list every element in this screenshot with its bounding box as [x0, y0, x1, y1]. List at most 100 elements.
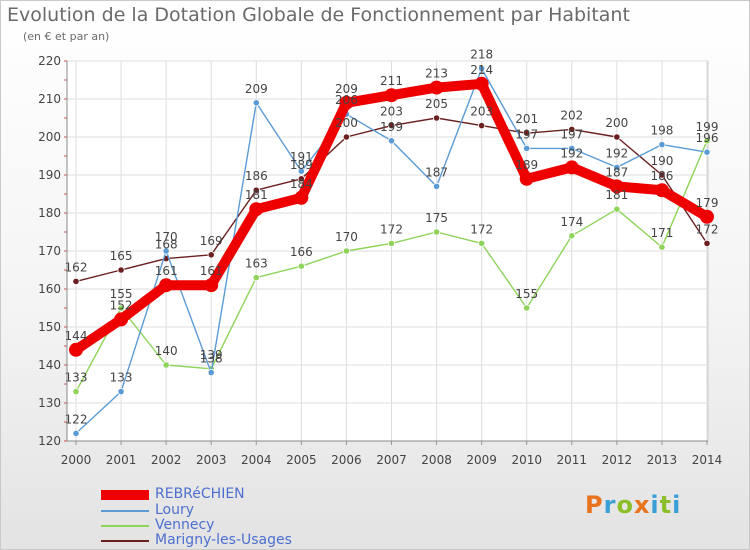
data-label: 170: [155, 230, 178, 244]
data-label: 122: [65, 412, 88, 426]
data-point: [700, 209, 714, 224]
data-point: [252, 273, 260, 282]
y-tick-label: 150: [38, 320, 61, 334]
y-tick-label: 190: [38, 168, 61, 182]
data-label: 206: [335, 93, 358, 107]
data-label: 144: [65, 329, 88, 343]
data-point: [252, 99, 260, 107]
data-point: [117, 387, 125, 396]
data-point: [207, 251, 215, 259]
data-label: 174: [560, 215, 583, 229]
data-label: 163: [245, 257, 268, 271]
data-label: 214: [470, 63, 493, 77]
data-label: 199: [380, 120, 403, 134]
x-tick-label: 2007: [376, 453, 407, 467]
data-label: 168: [155, 238, 178, 252]
data-point: [249, 202, 264, 217]
data-point: [703, 148, 711, 156]
data-point: [519, 171, 534, 186]
data-point: [72, 429, 80, 437]
data-label: 161: [155, 264, 178, 278]
data-label: 200: [605, 116, 628, 130]
data-point: [474, 76, 489, 91]
data-label: 175: [425, 211, 448, 225]
data-point: [162, 361, 170, 369]
data-label: 187: [605, 165, 628, 179]
data-point: [72, 387, 80, 396]
x-tick-label: 2010: [511, 453, 542, 467]
data-point: [114, 312, 129, 327]
data-point: [613, 163, 621, 171]
data-point: [294, 190, 309, 205]
data-point: [384, 88, 399, 103]
data-point: [342, 247, 351, 255]
data-point: [432, 228, 441, 236]
data-point: [297, 262, 305, 270]
data-point: [654, 183, 669, 198]
data-label: 200: [335, 116, 358, 130]
x-tick-label: 2009: [466, 453, 497, 467]
logo-letter: t: [659, 491, 673, 519]
data-label: 181: [605, 188, 628, 202]
data-label: 187: [425, 165, 448, 179]
data-label: 189: [290, 158, 313, 172]
x-tick-label: 2006: [331, 453, 362, 467]
data-label: 165: [110, 249, 133, 263]
data-label: 209: [245, 82, 268, 96]
data-label: 211: [380, 74, 403, 88]
y-tick-label: 120: [38, 434, 61, 448]
data-label: 138: [200, 352, 223, 366]
data-point: [478, 122, 486, 130]
data-label: 172: [696, 222, 719, 236]
x-tick-label: 2014: [692, 453, 723, 467]
legend-swatch: [101, 525, 149, 527]
data-point: [339, 95, 354, 110]
data-label: 166: [290, 245, 313, 259]
legend-swatch: [101, 540, 149, 542]
data-label: 133: [65, 371, 88, 385]
data-point: [117, 304, 125, 312]
data-point: [117, 266, 125, 274]
data-point: [297, 175, 305, 183]
data-label: 199: [696, 120, 719, 134]
data-point: [568, 144, 576, 152]
y-tick-label: 130: [38, 396, 61, 410]
x-tick-label: 2012: [602, 453, 633, 467]
data-label: 202: [560, 108, 583, 122]
data-label: 201: [515, 112, 538, 126]
y-tick-label: 180: [38, 206, 61, 220]
data-label: 133: [110, 371, 133, 385]
data-label: 190: [650, 154, 673, 168]
data-label: 172: [380, 222, 403, 236]
data-point: [613, 133, 621, 141]
y-tick-label: 200: [38, 130, 61, 144]
data-label: 186: [245, 169, 268, 183]
data-label: 197: [560, 127, 583, 141]
data-label: 152: [110, 298, 133, 312]
logo-letter: r: [603, 491, 617, 519]
data-point: [703, 137, 711, 145]
x-tick-label: 2003: [196, 453, 227, 467]
logo-letter: o: [616, 491, 634, 519]
y-tick-label: 210: [38, 92, 61, 106]
data-label: 169: [200, 234, 223, 248]
data-label: 171: [650, 226, 673, 240]
data-label: 203: [470, 105, 493, 119]
data-label: 205: [425, 97, 448, 111]
legend-label: REBRéCHIEN: [155, 486, 245, 502]
data-label: 170: [335, 230, 358, 244]
legend-label: Loury: [155, 502, 195, 518]
data-label: 209: [335, 82, 358, 96]
x-tick-label: 2002: [151, 453, 182, 467]
data-label: 196: [696, 131, 719, 145]
data-label: 139: [200, 348, 223, 362]
data-point: [387, 137, 396, 145]
data-label: 155: [110, 287, 133, 301]
data-label: 192: [560, 146, 583, 160]
x-tick-label: 2013: [647, 453, 678, 467]
legend-swatch: [101, 490, 149, 500]
legend-swatch: [101, 510, 149, 512]
data-label: 172: [470, 222, 493, 236]
data-label: 161: [200, 264, 223, 278]
